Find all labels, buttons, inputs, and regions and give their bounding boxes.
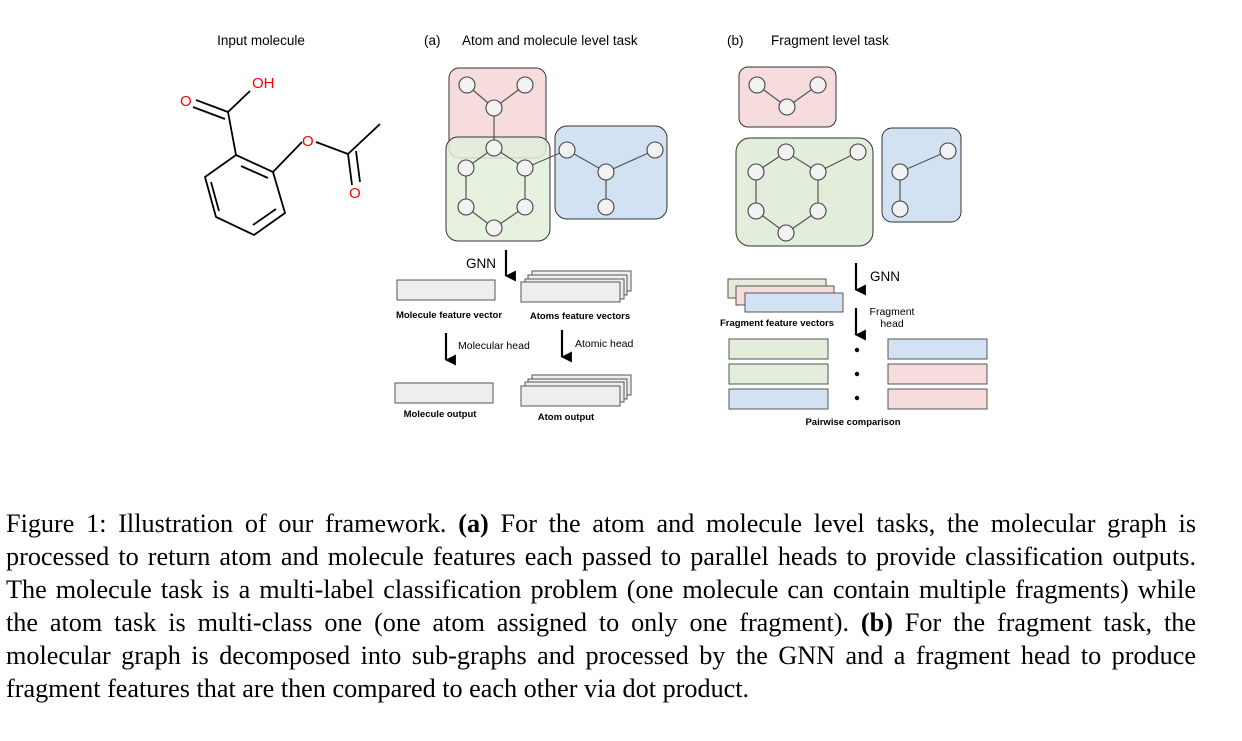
panel-b: (b) Fragment level task xyxy=(720,33,988,428)
molecule-output-box xyxy=(394,382,494,404)
carbonyl-oxygen-label: O xyxy=(180,93,192,110)
panel-b-title: Fragment level task xyxy=(771,33,889,48)
atoms-feature-vectors-stack xyxy=(520,270,632,303)
pink-fragment-subgraph xyxy=(738,66,837,128)
caption-a-tag: (a) xyxy=(458,509,489,538)
input-molecule-panel: Input molecule OH O O O xyxy=(180,33,381,237)
fragment-head-label-line2: head xyxy=(880,318,904,330)
panel-a: (a) Atom and molecule level task xyxy=(394,33,668,423)
fragment-vector-blue xyxy=(744,292,844,313)
pairwise-left-column xyxy=(728,338,829,410)
green-fragment-subgraph xyxy=(735,137,874,247)
gnn-label-b: GNN xyxy=(870,269,900,284)
caption-label: Figure 1: Illustration of our framework. xyxy=(6,509,447,538)
molecule-feature-label: Molecule feature vector xyxy=(396,310,502,321)
hydroxyl-label: OH xyxy=(252,75,275,92)
molecule-output-label: Molecule output xyxy=(404,409,478,420)
atomic-head-label: Atomic head xyxy=(575,338,634,350)
ester-oxygen-label: O xyxy=(302,133,314,150)
acetyl-oxygen-label: O xyxy=(349,185,361,202)
panel-a-title: Atom and molecule level task xyxy=(462,33,638,48)
caption-b-tag: (b) xyxy=(860,608,893,637)
dot-product-markers xyxy=(854,347,860,401)
caption-a-text: For the atom and molecule level tasks, t… xyxy=(6,509,1197,637)
atom-output-label: Atom output xyxy=(538,412,595,423)
molecular-head-label: Molecular head xyxy=(458,340,530,352)
fragment-nodes-b xyxy=(747,76,957,242)
molecule-feature-vector xyxy=(396,279,496,301)
atoms-feature-label: Atoms feature vectors xyxy=(530,311,630,322)
panel-a-tag: (a) xyxy=(424,33,441,48)
framework-figure: Input molecule OH O O O (a) xyxy=(180,33,988,428)
gnn-label-a: GNN xyxy=(466,256,496,271)
fragment-head-label-line1: Fragment xyxy=(870,306,915,318)
atom-output-stack xyxy=(520,374,632,407)
pairwise-comparison-label: Pairwise comparison xyxy=(805,417,900,428)
aspirin-structure xyxy=(192,90,381,237)
fragment-feature-label: Fragment feature vectors xyxy=(720,318,834,329)
input-molecule-title: Input molecule xyxy=(217,33,305,48)
figure-caption: Figure 1: Illustration of our framework.… xyxy=(6,507,1196,705)
pairwise-right-column xyxy=(887,338,988,410)
graph-nodes-a xyxy=(457,76,664,237)
panel-b-tag: (b) xyxy=(727,33,744,48)
caption-b-text: For the fragment task, the molecular gra… xyxy=(6,608,1196,703)
